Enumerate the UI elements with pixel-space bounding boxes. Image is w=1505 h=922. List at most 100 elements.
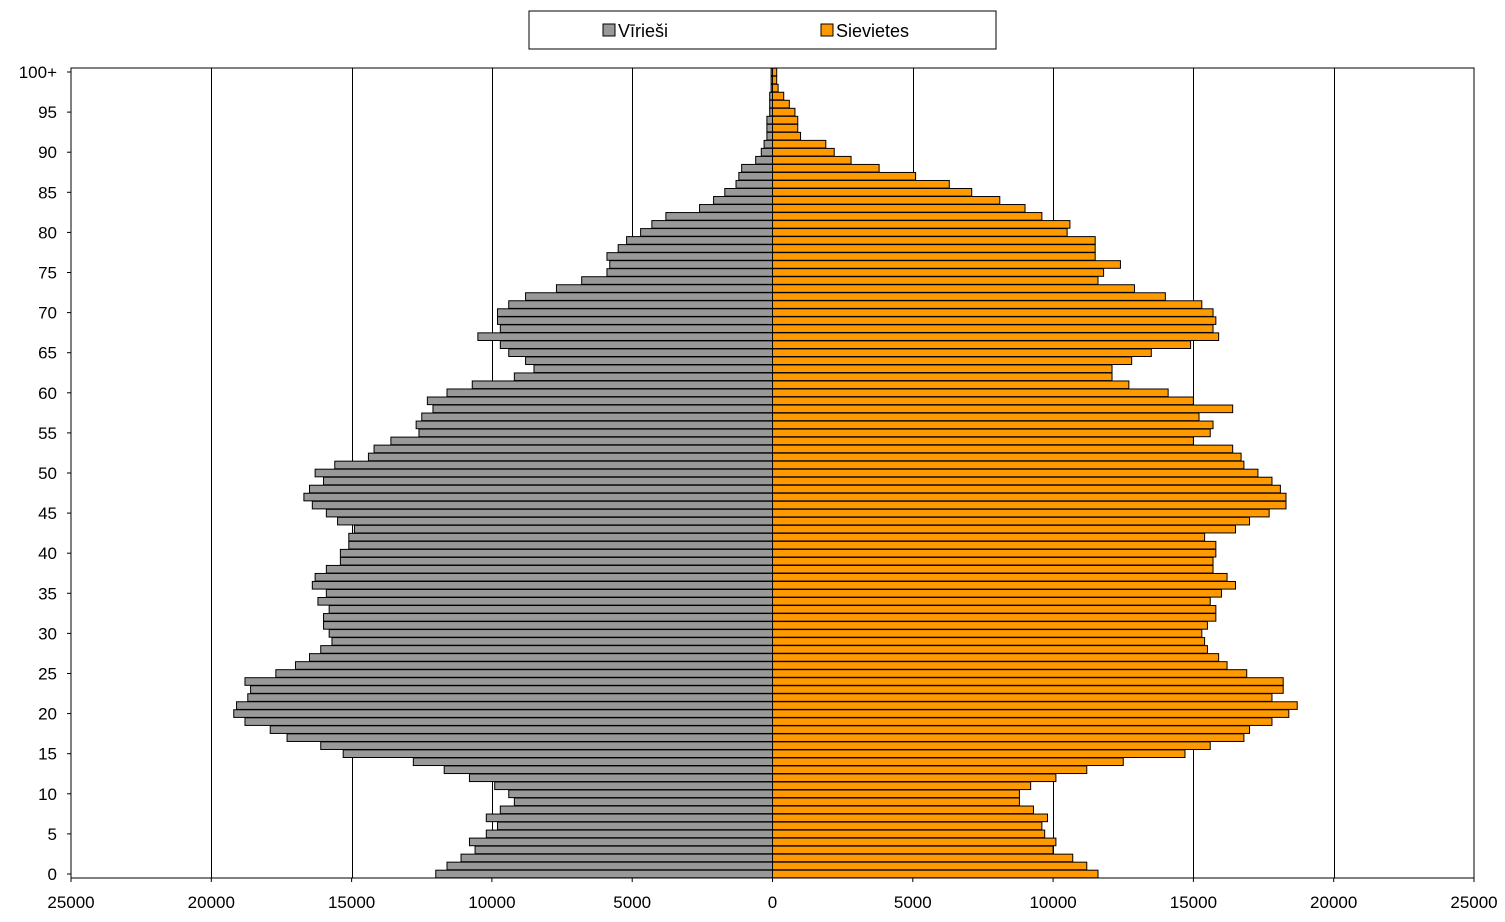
bar-male-age-92 — [766, 131, 774, 141]
bar-female-age-86 — [772, 179, 950, 189]
bar-female-age-65 — [772, 348, 1152, 358]
bar-male-age-20 — [233, 709, 774, 718]
x-tick-label-4: 5000 — [613, 893, 651, 912]
bar-female-age-22 — [772, 693, 1273, 702]
bar-male-age-44 — [337, 516, 773, 526]
bar-male-age-31 — [323, 621, 773, 630]
bar-female-age-98 — [772, 83, 779, 93]
bar-female-age-56 — [772, 420, 1214, 430]
legend-label-1: Sievietes — [836, 21, 909, 41]
bar-male-age-19 — [244, 717, 774, 726]
bar-female-age-74 — [772, 276, 1099, 285]
y-tick-label-65: 65 — [38, 344, 57, 363]
bar-male-age-32 — [323, 613, 773, 622]
bar-female-age-91 — [772, 139, 827, 149]
bar-male-age-33 — [328, 605, 773, 614]
bar-male-age-10 — [508, 789, 773, 799]
bar-male-age-6 — [497, 821, 773, 831]
x-tick-label-10: 25000 — [1450, 893, 1497, 912]
bar-female-age-3 — [772, 845, 1054, 855]
bar-female-age-8 — [772, 805, 1034, 815]
bar-female-age-49 — [772, 476, 1273, 486]
bar-male-age-41 — [348, 540, 773, 550]
bar-male-age-9 — [513, 797, 774, 807]
x-tick-label-0: 25000 — [47, 893, 94, 912]
bar-male-age-93 — [766, 123, 774, 133]
bar-male-age-80 — [640, 228, 773, 237]
bar-male-age-34 — [317, 597, 773, 606]
legend-swatch-1 — [820, 23, 834, 37]
bar-male-age-16 — [320, 741, 773, 750]
bar-female-age-76 — [772, 260, 1121, 269]
y-tick-label-50: 50 — [38, 464, 57, 483]
legend-swatch-0 — [602, 23, 616, 37]
bar-female-age-43 — [772, 524, 1236, 534]
x-tick-label-9: 20000 — [1310, 893, 1357, 912]
bar-female-age-87 — [772, 171, 917, 181]
bar-female-age-63 — [772, 364, 1113, 374]
bar-female-age-6 — [772, 821, 1043, 831]
y-tick-label-10: 10 — [38, 785, 57, 804]
bar-male-age-64 — [525, 356, 774, 366]
bar-female-age-44 — [772, 516, 1251, 526]
bar-female-age-68 — [772, 324, 1214, 333]
y-tick-label-30: 30 — [38, 624, 57, 643]
bar-female-age-40 — [772, 548, 1217, 558]
bar-female-age-45 — [772, 508, 1270, 518]
bar-female-age-72 — [772, 292, 1166, 301]
y-tick-label-55: 55 — [38, 424, 57, 443]
bar-male-age-23 — [250, 685, 774, 694]
bars-layer — [233, 67, 1298, 879]
bar-female-age-33 — [772, 605, 1217, 614]
bar-male-age-28 — [320, 645, 773, 654]
bar-male-age-94 — [766, 115, 774, 125]
bar-male-age-91 — [763, 139, 773, 149]
bar-female-age-81 — [772, 220, 1071, 229]
bar-male-age-53 — [373, 444, 773, 454]
y-tick-label-90: 90 — [38, 143, 57, 162]
bar-male-age-73 — [555, 284, 773, 293]
bar-male-age-30 — [328, 629, 773, 638]
bar-female-age-4 — [772, 837, 1057, 847]
bar-male-age-54 — [390, 436, 773, 446]
legend-box — [528, 10, 997, 50]
bar-female-age-7 — [772, 813, 1048, 823]
bar-female-age-28 — [772, 645, 1208, 654]
bar-female-age-84 — [772, 196, 1001, 205]
bar-female-age-29 — [772, 637, 1206, 646]
bar-male-age-65 — [508, 348, 773, 358]
bar-female-age-12 — [772, 773, 1057, 783]
bar-male-age-50 — [314, 468, 773, 478]
bar-female-age-20 — [772, 709, 1290, 718]
y-tick-label-60: 60 — [38, 384, 57, 403]
bar-male-age-88 — [741, 163, 773, 173]
bar-male-age-83 — [699, 204, 774, 213]
bar-female-age-59 — [772, 396, 1194, 406]
y-axis: 0 5 10 15 20 25 30 35 40 45 50 55 60 65 70 75 80 85 90 95 10… — [19, 63, 71, 884]
bar-male-age-39 — [339, 556, 773, 566]
bar-male-age-81 — [651, 220, 773, 229]
bar-female-age-88 — [772, 163, 880, 173]
bar-male-age-84 — [713, 196, 773, 205]
bar-male-age-27 — [309, 653, 773, 662]
bar-male-age-15 — [342, 749, 773, 759]
bar-female-age-75 — [772, 268, 1105, 277]
bar-male-age-17 — [286, 733, 773, 742]
y-tick-label-35: 35 — [38, 584, 57, 603]
x-tick-label-2: 15000 — [328, 893, 375, 912]
bar-male-age-76 — [609, 260, 774, 269]
bar-female-age-83 — [772, 204, 1026, 213]
bar-female-age-67 — [772, 332, 1220, 341]
bar-male-age-63 — [533, 364, 773, 374]
y-tick-label-40: 40 — [38, 544, 57, 563]
bar-female-age-55 — [772, 428, 1211, 438]
bar-male-age-35 — [325, 588, 773, 598]
bar-female-age-11 — [772, 781, 1032, 791]
bar-male-age-2 — [460, 853, 773, 863]
bar-female-age-34 — [772, 597, 1211, 606]
bar-female-age-69 — [772, 316, 1217, 325]
bar-female-age-53 — [772, 444, 1234, 454]
bar-female-age-92 — [772, 131, 802, 141]
bar-male-age-0 — [435, 869, 773, 879]
